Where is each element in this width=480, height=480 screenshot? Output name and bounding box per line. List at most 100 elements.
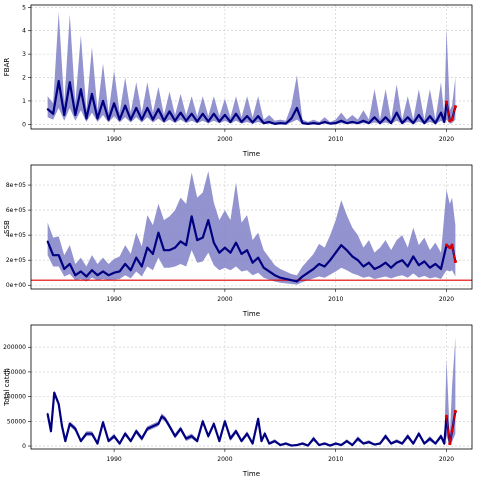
ssb-median-point-12: [113, 271, 116, 274]
catch-median-point-67: [395, 440, 398, 442]
fbar-recent-point-2: [450, 118, 454, 122]
fbar-median-point-21: [163, 119, 165, 122]
fbar-median-point-34: [235, 112, 237, 115]
ssb-median-point-18: [146, 246, 149, 249]
ssb-median-point-59: [373, 268, 376, 270]
ssb-ytick-label-0: 0e+00: [6, 282, 26, 289]
catch-median-point-1: [50, 430, 52, 433]
ssb-median-point-30: [212, 241, 215, 244]
fbar-median-point-69: [428, 115, 431, 118]
fbar-y-axis-title: FBAR: [3, 58, 11, 77]
ssb-recent-point-3: [453, 259, 457, 264]
fbar-median-point-32: [224, 114, 226, 116]
ssb-median-point-0: [46, 240, 49, 243]
ssb-median-point-51: [329, 259, 332, 262]
catch-median-point-27: [179, 427, 182, 430]
catch-median-point-31: [201, 420, 204, 423]
ssb-median-point-27: [196, 239, 199, 242]
catch-median-point-68: [401, 442, 404, 445]
ssb-median-point-70: [434, 263, 437, 265]
ssb-median-point-19: [151, 253, 154, 255]
catch-xtick-label-0: 1990: [106, 456, 121, 463]
catch-ytick-label-4: 200000: [3, 344, 26, 351]
ssb-median-point-28: [201, 236, 204, 239]
catch-median-point-66: [390, 442, 393, 445]
fbar-median-point-17: [140, 118, 143, 121]
fbar-median-point-27: [196, 120, 199, 123]
fbar-median-point-18: [146, 107, 149, 109]
catch-median-point-42: [260, 440, 263, 442]
fbar-median-point-39: [262, 122, 265, 125]
fbar-median-point-19: [151, 118, 154, 121]
catch-y-axis: 0 50000 100000 150000 200000: [3, 344, 31, 450]
ssb-panel: 1990 2000 2010 2020 0e+00 2e+05 4e+05 6e+05 8e+…: [3, 164, 473, 318]
ssb-median-point-15: [129, 269, 132, 272]
catch-median-point-22: [157, 422, 160, 425]
fbar-median-point-36: [246, 115, 248, 118]
catch-median-point-38: [240, 440, 243, 442]
ssb-median-point-43: [284, 278, 287, 280]
catch-median-point-51: [307, 444, 309, 447]
fbar-median-point-63: [395, 111, 398, 114]
ssb-ytick-label-1: 2e+05: [6, 257, 26, 264]
ssb-median-point-21: [163, 249, 165, 252]
ssb-median-point-56: [356, 259, 359, 262]
fbar-y-axis: 0 1 2 3 4 5: [22, 4, 31, 128]
catch-panel: 1990 2000 2010 2020 0 50000 100000 150000 20000…: [3, 324, 473, 478]
catch-median-point-29: [190, 435, 193, 438]
ssb-median-point-67: [417, 264, 420, 267]
ssb-recent-point-2: [450, 243, 454, 247]
catch-median-point-17: [129, 440, 132, 442]
fbar-median-point-54: [345, 122, 348, 125]
fbar-median-point-57: [362, 119, 365, 122]
catch-median-point-71: [417, 432, 420, 435]
catch-median-point-8: [79, 440, 82, 442]
fbar-median-point-16: [135, 107, 138, 109]
catch-median-point-5: [64, 440, 67, 442]
ssb-median-point-68: [423, 260, 426, 263]
fbar-median-point-14: [124, 104, 127, 107]
ssb-xtick-label-0: 1990: [106, 296, 121, 303]
ssb-median-point-31: [218, 251, 221, 254]
catch-recent-point-2: [450, 429, 454, 433]
catch-median-point-30: [196, 440, 199, 442]
ssb-median-point-37: [251, 261, 254, 264]
catch-median-point-64: [379, 442, 381, 445]
ssb-median-point-6: [79, 270, 82, 273]
fbar-ytick-label-5: 5: [22, 4, 26, 11]
fbar-median-point-45: [296, 107, 298, 109]
ssb-uncertainty-band: [47, 171, 456, 285]
catch-median-point-44: [268, 442, 271, 445]
catch-median-point-76: [443, 442, 446, 445]
catch-recent-points: [444, 409, 457, 446]
catch-x-axis: 1990 2000 2010 2020: [106, 449, 454, 463]
fbar-median-point-6: [79, 88, 82, 91]
ssb-median-point-52: [334, 251, 337, 254]
fbar-median-point-35: [240, 121, 243, 123]
fbar-median-point-4: [68, 81, 71, 84]
catch-median-point-59: [351, 444, 354, 446]
ssb-median-point-55: [351, 255, 354, 258]
fbar-median-point-56: [356, 122, 359, 125]
fbar-median-point-12: [113, 102, 116, 105]
ssb-median-point-45: [296, 280, 298, 283]
catch-median-point-25: [168, 425, 171, 428]
ssb-median-point-48: [312, 268, 315, 270]
fbar-median-point-13: [118, 118, 121, 121]
ssb-median-point-5: [74, 274, 77, 277]
ssb-y-axis-title: SSB: [3, 220, 11, 234]
catch-median-point-58: [345, 440, 348, 442]
ssb-median-point-47: [307, 271, 309, 274]
catch-median-point-63: [373, 443, 376, 446]
catch-median-point-7: [74, 427, 77, 430]
catch-x-axis-title: Time: [242, 470, 260, 478]
ssb-median-point-3: [63, 268, 66, 270]
catch-median-point-73: [428, 437, 431, 440]
ssb-median-point-32: [224, 246, 226, 249]
fbar-median-point-31: [218, 120, 221, 123]
catch-median-point-48: [290, 444, 293, 447]
catch-median-point-56: [334, 442, 337, 445]
catch-median-point-3: [57, 403, 60, 405]
catch-median-point-2: [53, 391, 56, 394]
